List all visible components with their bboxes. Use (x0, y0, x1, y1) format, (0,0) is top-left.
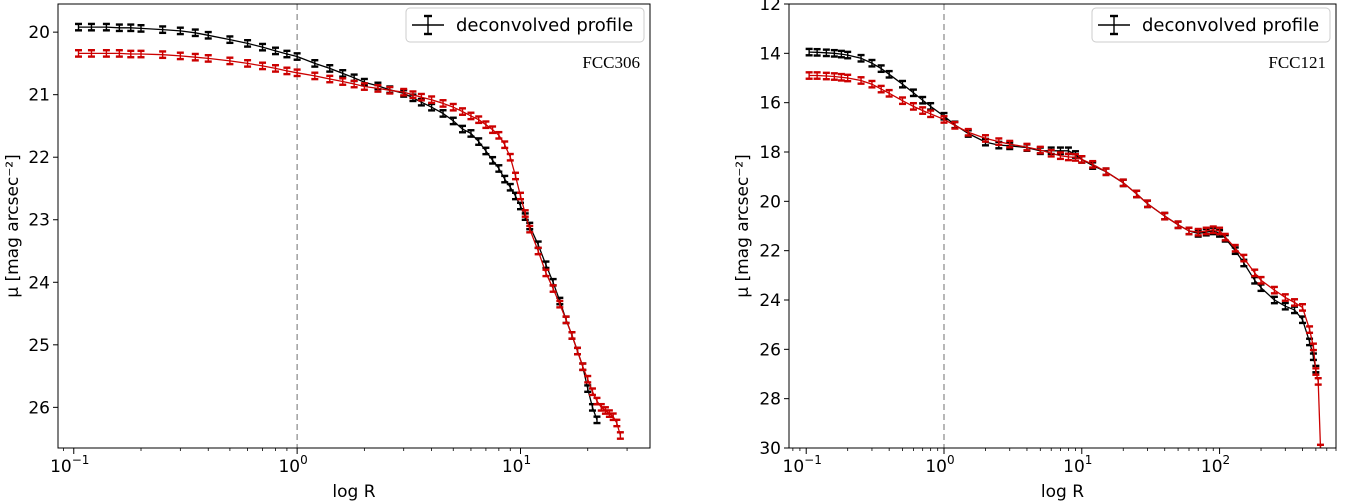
panel-annotation: FCC306 (582, 53, 640, 72)
y-tick-label: 22 (28, 148, 50, 168)
legend-box (405, 7, 645, 43)
y-tick-label: 25 (28, 336, 50, 356)
x-axis-label: log R (1041, 482, 1084, 502)
x-tick-label: 10−1 (50, 453, 89, 477)
series-line-1 (809, 51, 1317, 370)
y-tick-label: 23 (28, 211, 50, 231)
plot-area (805, 47, 1324, 448)
x-tick-label: 102 (1201, 453, 1230, 477)
panel-annotation: FCC121 (1268, 53, 1326, 72)
series-line-2 (78, 52, 622, 436)
legend-box (1091, 7, 1331, 43)
plot-area (74, 22, 624, 440)
y-tick-label: 26 (759, 340, 781, 360)
legend-label: deconvolved profile (1142, 15, 1319, 36)
y-tick-label: 30 (759, 439, 781, 459)
legend-label: deconvolved profile (456, 15, 633, 36)
y-tick-label: 21 (28, 86, 50, 106)
y-tick-label: 20 (759, 192, 781, 212)
chart-panel-1: 20 21 22 23 24 25 26 10−1 100 101 deconvolved prof… (3, 3, 651, 502)
x-tick-label: 100 (925, 453, 954, 477)
x-tick-label: 101 (1063, 453, 1092, 477)
y-tick-label: 16 (759, 94, 781, 114)
y-tick-label: 22 (759, 242, 781, 262)
x-axis-label: log R (332, 482, 375, 502)
y-tick-label: 28 (759, 390, 781, 410)
y-tick-label: 18 (759, 143, 781, 163)
y-axis-label: μ [mag arcsec⁻²] (3, 154, 23, 298)
plot-frame (788, 3, 1337, 449)
y-tick-label: 26 (28, 398, 50, 418)
y-tick-label: 24 (759, 291, 781, 311)
plot-frame (57, 3, 651, 449)
y-tick-label: 14 (759, 44, 781, 64)
series-line-1 (78, 26, 598, 421)
x-tick-label: 10−1 (783, 453, 822, 477)
y-axis-label: μ [mag arcsec⁻²] (733, 154, 753, 298)
x-tick-label: 101 (502, 453, 531, 477)
x-tick-label: 100 (278, 453, 307, 477)
y-tick-label: 12 (759, 0, 781, 15)
y-tick-label: 20 (28, 23, 50, 43)
y-tick-label: 24 (28, 273, 50, 293)
